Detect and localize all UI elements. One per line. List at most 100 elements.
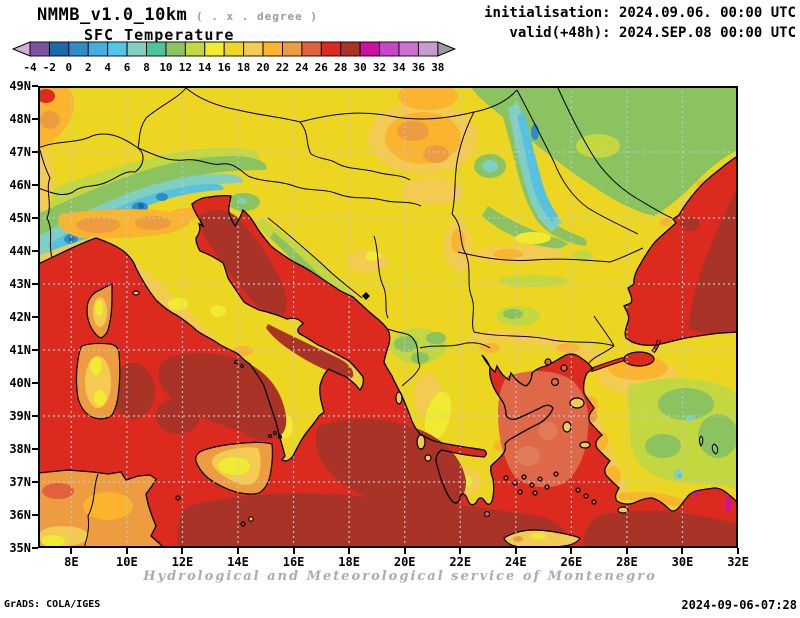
- lon-axis-tick: [737, 548, 740, 554]
- lat-axis-tick: [32, 349, 38, 351]
- colorbar-segment: [87, 41, 109, 57]
- colorbar-tick-label: -4: [23, 61, 37, 74]
- lat-axis-tick: [32, 217, 38, 219]
- colorbar-tick-label: 4: [104, 61, 111, 74]
- colorbar-segment: [417, 41, 439, 57]
- lon-axis-tick: [681, 548, 684, 554]
- elba: [132, 290, 140, 296]
- colorbar-segment: [68, 41, 89, 57]
- colorbar-tick-label: 18: [237, 61, 250, 74]
- lon-axis-tick: [570, 548, 573, 554]
- colorbar-segment: [243, 41, 264, 57]
- colorbar-tick-label: 34: [392, 61, 406, 74]
- lat-axis-label: 37N: [9, 475, 31, 489]
- lat-axis-label: 35N: [9, 541, 31, 555]
- lat-axis-label: 48N: [9, 112, 31, 126]
- turkish-lakes: [699, 435, 719, 455]
- colorbar-segment: [301, 41, 322, 57]
- colorbar-tick-label: 14: [198, 61, 212, 74]
- lat-axis-label: 41N: [9, 343, 31, 357]
- lon-axis-tick: [459, 548, 462, 554]
- lat-axis-tick: [32, 85, 38, 87]
- lon-axis-tick: [125, 548, 128, 554]
- colorbar-tick-label: 10: [159, 61, 172, 74]
- lon-axis-tick: [237, 548, 239, 554]
- colorbar-tick-label: 20: [256, 61, 269, 74]
- lat-axis-tick: [32, 151, 38, 153]
- lat-lon-gridlines: [38, 86, 738, 548]
- lon-axis-tick: [292, 548, 295, 554]
- lat-axis-label: 44N: [9, 244, 31, 258]
- islands: [75, 283, 629, 549]
- grads-credit: GrADS: COLA/IGES: [4, 599, 101, 610]
- colorbar-segment: [107, 41, 128, 57]
- chios: [562, 421, 572, 433]
- colorbar-tick-label: -2: [43, 61, 56, 74]
- lat-axis-label: 36N: [9, 508, 31, 522]
- lat-axis-label: 38N: [9, 442, 31, 456]
- lesbos: [569, 397, 585, 409]
- lat-axis-label: 45N: [9, 211, 31, 225]
- lat-axis-tick: [32, 283, 38, 285]
- lat-axis-tick: [32, 316, 38, 318]
- temperature-colorbar: -4 -2 0 2 4 6 8 10 12 14 16 18 20 22 24 26 28 30 32 34 36 38: [12, 41, 457, 74]
- podgorica-marker: [362, 292, 370, 300]
- lon-axis-label: 10E: [116, 555, 138, 569]
- colorbar-segment: [184, 41, 206, 57]
- lon-axis-tick: [403, 548, 406, 554]
- colorbar-tick-label: 12: [179, 61, 192, 74]
- colorbar-segment: [126, 41, 147, 57]
- colorbar-tick-label: 2: [85, 61, 92, 74]
- colorbar-segment: [398, 41, 419, 57]
- lat-axis-tick: [32, 547, 38, 549]
- lon-axis-label: 26E: [560, 555, 583, 569]
- lat-axis-tick: [32, 382, 38, 384]
- lat-axis-label: 39N: [9, 409, 31, 423]
- model-resolution-note: ( . x . degree ): [196, 10, 318, 23]
- colorbar-tick-label: 30: [354, 61, 367, 74]
- colorbar-segment: [146, 41, 167, 57]
- lat-axis-tick: [32, 448, 38, 450]
- model-title: NMMB_v1.0_10km: [37, 5, 188, 25]
- coastlines: [37, 155, 739, 512]
- lon-axis-label: 28E: [616, 555, 638, 569]
- colorbar-segment: [223, 41, 245, 57]
- map-frame: [38, 86, 738, 548]
- corfu: [395, 391, 403, 405]
- variable-title: SFC Temperature: [84, 26, 235, 44]
- watermark: Hydrological and Meteorological service …: [143, 569, 657, 584]
- cyclades-islands: [483, 471, 597, 518]
- sea-of-marmara: [623, 351, 655, 367]
- lon-axis-label: 22E: [449, 555, 472, 569]
- lon-axis-tick: [625, 548, 628, 554]
- lon-axis-label: 20E: [393, 555, 416, 569]
- kefalonia: [416, 434, 426, 450]
- rhodes: [617, 506, 629, 514]
- lat-axis-label: 47N: [9, 145, 31, 159]
- lat-axis-tick: [32, 514, 38, 516]
- colorbar-segment: [320, 41, 342, 57]
- samos: [579, 441, 591, 449]
- lat-axis-tick: [32, 184, 38, 186]
- lon-axis-label: 30E: [671, 555, 694, 569]
- lat-axis-tick: [32, 415, 38, 417]
- colorbar-segment: [48, 41, 70, 57]
- lon-axis-tick: [181, 548, 184, 554]
- colorbar-tick-label: 26: [315, 61, 329, 74]
- colorbar-tick-label: 24: [295, 61, 309, 74]
- north-africa: [37, 469, 166, 549]
- lat-axis-label: 46N: [9, 178, 31, 192]
- colorbar-tick-label: 36: [412, 61, 426, 74]
- colorbar-segment: [165, 41, 186, 57]
- temperature-field-map: [34, 82, 739, 549]
- colorbar-tick-label: 38: [431, 61, 444, 74]
- lon-axis-label: 32E: [727, 555, 749, 569]
- colorbar-left-arrow: [12, 41, 31, 57]
- lon-axis-label: 18E: [338, 555, 360, 569]
- creation-timestamp: 2024-09-06-07:28: [681, 598, 797, 612]
- lon-axis-tick: [514, 548, 517, 554]
- initialisation-time: initialisation: 2024.09.06. 00:00 UTC: [484, 5, 796, 21]
- lat-axis-tick: [32, 250, 38, 252]
- lon-axis-label: 16E: [282, 555, 305, 569]
